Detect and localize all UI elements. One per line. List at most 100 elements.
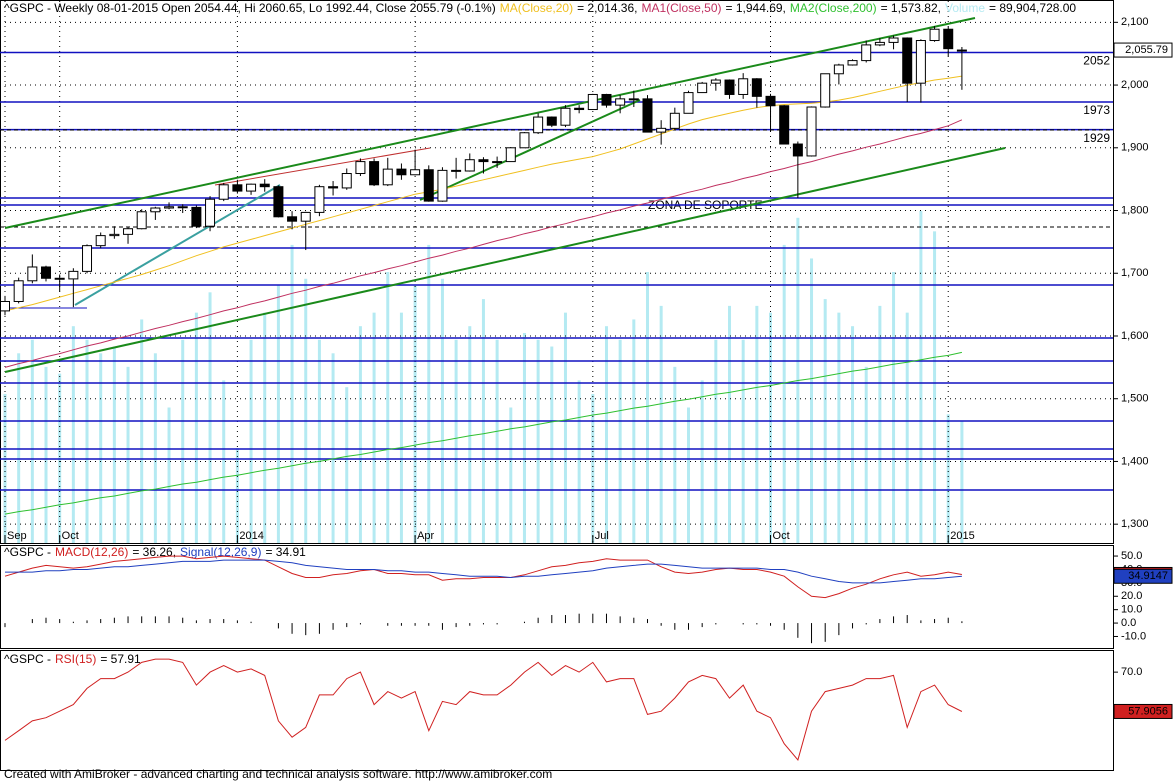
- candle-body: [369, 161, 380, 186]
- value-box: [1113, 568, 1173, 584]
- volume-bar: [30, 339, 34, 543]
- candle-body: [533, 116, 544, 134]
- volume-bar: [386, 272, 390, 543]
- x-tick-label: Oct: [773, 530, 790, 542]
- candle-body: [478, 159, 489, 163]
- candle-body: [123, 228, 134, 235]
- candle-body: [929, 28, 940, 42]
- legend-text: = 1,573.82,: [881, 1, 941, 15]
- candle-body: [300, 211, 311, 222]
- candle-body: [13, 280, 24, 302]
- volume-bar: [495, 339, 499, 543]
- volume-bar: [769, 312, 773, 543]
- y-tick-label: 50.0: [1121, 550, 1142, 562]
- support-lines: [0, 197, 1113, 491]
- pane-header: ^GSPC - Weekly 08-01-2015 Open 2054.44, …: [4, 1, 1076, 15]
- candle-body: [164, 206, 175, 209]
- candle-body: [150, 207, 161, 213]
- candle-body: [191, 206, 202, 227]
- candle-body: [492, 161, 503, 164]
- candle-body: [943, 28, 954, 50]
- volume-bar: [71, 326, 75, 543]
- volume-bar: [468, 326, 472, 543]
- y-tick-label: 1,800: [1121, 204, 1149, 216]
- candle-body: [724, 79, 735, 95]
- candle-body: [683, 92, 694, 114]
- candle-body: [587, 93, 598, 111]
- legend-text: ^GSPC - Weekly 08-01-2015 Open 2054.44, …: [4, 1, 496, 15]
- volume-bar: [604, 326, 608, 543]
- volume-bar: [933, 231, 937, 543]
- candle-body: [806, 106, 817, 157]
- y-tick-label: 1,900: [1121, 142, 1149, 154]
- volume-bar: [687, 407, 690, 543]
- x-tick-label: 2014: [239, 530, 263, 542]
- volume-bar: [181, 339, 185, 543]
- indicator-line: [4, 119, 963, 368]
- candle-body: [546, 116, 557, 126]
- drawing-layer: [0, 17, 1113, 491]
- candle-body: [874, 41, 885, 46]
- volume-bar: [741, 339, 745, 543]
- volume-bar: [345, 387, 349, 543]
- trend-line: [214, 147, 431, 186]
- candle-body: [628, 98, 639, 101]
- volume-bar: [618, 339, 622, 543]
- volume-bar: [126, 366, 130, 543]
- volume-bar: [44, 366, 48, 543]
- volume-bar: [440, 278, 444, 543]
- trend-channel: [4, 17, 1006, 373]
- volume-bar: [905, 312, 909, 543]
- volume-bar: [563, 312, 567, 543]
- indicator-line: [4, 658, 963, 761]
- candle-body: [109, 233, 120, 237]
- level-label: 1929: [1083, 131, 1110, 145]
- volume-bar: [372, 312, 376, 543]
- volume-bar: [304, 278, 308, 543]
- y-tick-label: 1,500: [1121, 393, 1149, 405]
- y-tick-label: -10.0: [1121, 630, 1146, 642]
- legend-text: = 89,904,728.00: [989, 1, 1076, 15]
- volume-bar: [878, 305, 882, 543]
- candle-body: [41, 266, 52, 279]
- candle-body: [560, 107, 571, 126]
- candle-body: [888, 37, 899, 43]
- candle-body: [423, 169, 434, 202]
- volume-bar: [317, 339, 321, 543]
- legend-text: ^GSPC -: [4, 545, 51, 559]
- volume-bar: [276, 285, 280, 543]
- candle-body: [27, 266, 38, 282]
- volume-bar: [591, 393, 595, 543]
- candle-body: [519, 132, 530, 149]
- x-tick-label: 2015: [950, 530, 974, 542]
- volume-bar: [454, 339, 458, 543]
- candle-body: [505, 147, 516, 163]
- legend-text: Volume: [945, 1, 985, 15]
- volume-bar: [3, 393, 7, 543]
- candle-body: [205, 198, 216, 227]
- volume-bar: [550, 346, 554, 543]
- volume-bar: [536, 339, 540, 543]
- candle-body: [246, 183, 257, 192]
- indicator-line: [5, 559, 962, 584]
- candle-body: [615, 98, 626, 106]
- volume-bar: [208, 292, 212, 543]
- value-box: [1113, 703, 1173, 719]
- volume-bar: [140, 319, 144, 543]
- candle-body: [697, 82, 708, 94]
- volume-bar: [577, 380, 581, 543]
- legend-text: Signal(12,26,9): [180, 545, 261, 559]
- pane-header: ^GSPC - MACD(12,26) = 36.26, Signal(12,26,9…: [4, 545, 306, 559]
- candle-body: [710, 79, 721, 84]
- y-tick-label: 1,400: [1121, 455, 1149, 467]
- volume-bar: [837, 312, 841, 543]
- trend-line: [74, 184, 281, 306]
- value-box-label: 34.9147: [1128, 570, 1168, 582]
- volume-bar: [851, 326, 855, 543]
- candle-body: [341, 173, 352, 189]
- candle-body: [259, 183, 270, 188]
- volume-bar: [919, 211, 923, 543]
- volume-bar: [810, 258, 814, 543]
- candle-body: [847, 60, 858, 66]
